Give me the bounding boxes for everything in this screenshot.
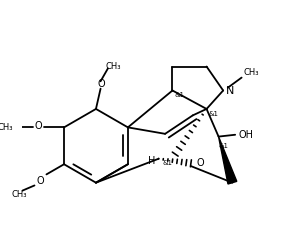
- Text: CH₃: CH₃: [106, 62, 121, 71]
- Text: OH: OH: [239, 130, 254, 140]
- Text: N: N: [226, 85, 235, 96]
- Text: O: O: [36, 176, 44, 186]
- Text: CH₃: CH₃: [243, 68, 258, 77]
- Text: O: O: [196, 158, 204, 168]
- Text: &1: &1: [175, 92, 185, 98]
- Polygon shape: [219, 137, 237, 184]
- Text: &1: &1: [163, 160, 173, 166]
- Text: CH₃: CH₃: [11, 190, 27, 199]
- Text: &1: &1: [218, 143, 228, 149]
- Text: O: O: [98, 79, 105, 89]
- Text: CH₃: CH₃: [0, 123, 13, 132]
- Text: H: H: [148, 156, 155, 166]
- Text: O: O: [34, 121, 42, 132]
- Text: &1: &1: [209, 111, 219, 117]
